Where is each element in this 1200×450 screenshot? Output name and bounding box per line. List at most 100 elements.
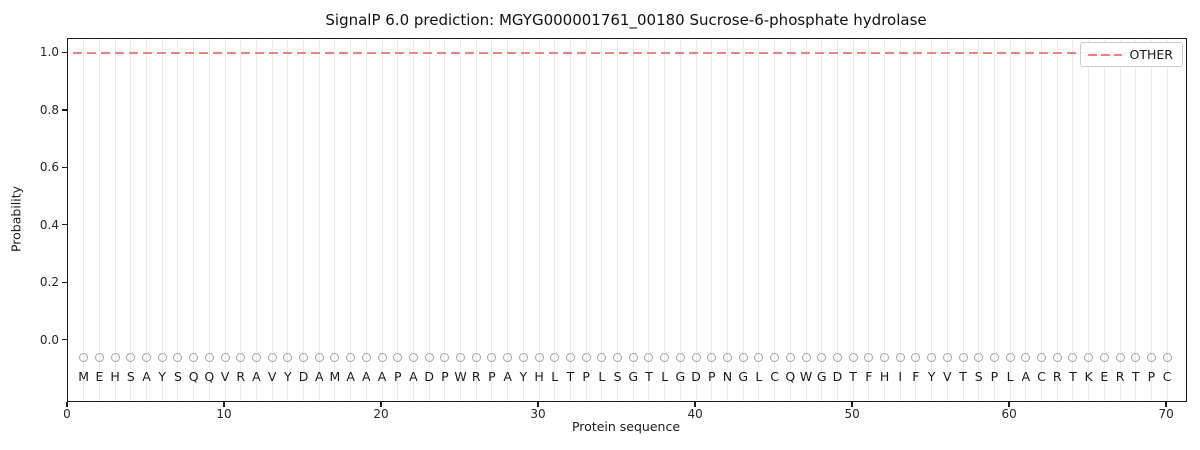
residue-marker	[267, 353, 277, 363]
residue-gridline	[884, 39, 886, 401]
residue-marker	[377, 353, 387, 363]
residue-marker	[94, 353, 104, 363]
residue-marker	[738, 353, 748, 363]
residue-marker	[299, 353, 309, 363]
residue-gridline	[836, 39, 838, 401]
residue-gridline	[742, 39, 744, 401]
residue-marker	[361, 353, 371, 363]
residue-marker	[895, 353, 905, 363]
residue-letter: C	[770, 368, 779, 384]
residue-marker	[220, 353, 230, 363]
residue-gridline	[538, 39, 540, 401]
residue-letter: H	[879, 368, 890, 384]
residue-gridline	[632, 39, 634, 401]
residue-marker	[314, 353, 324, 363]
residue-gridline	[318, 39, 320, 401]
residue-gridline	[397, 39, 399, 401]
residue-gridline	[978, 39, 980, 401]
residue-gridline	[146, 39, 147, 401]
residue-marker	[518, 353, 528, 363]
residue-gridline	[915, 39, 917, 401]
residue-gridline	[726, 39, 728, 401]
x-tick-mark	[1008, 402, 1010, 407]
residue-gridline	[758, 39, 760, 401]
residue-gridline	[789, 39, 791, 401]
residue-letter: H	[534, 368, 544, 384]
residue-gridline	[491, 39, 493, 401]
residue-marker	[644, 353, 654, 363]
residue-marker	[848, 353, 858, 363]
residue-letter: A	[142, 368, 151, 384]
residue-letter: Y	[284, 368, 292, 384]
residue-letter: M	[329, 368, 341, 384]
residue-gridline	[240, 39, 242, 401]
residue-gridline	[522, 39, 524, 401]
residue-letter: A	[503, 368, 512, 384]
residue-marker	[251, 353, 261, 363]
residue-gridline	[1009, 39, 1011, 401]
residue-gridline	[98, 39, 100, 401]
residue-marker	[189, 353, 199, 363]
residue-marker	[1131, 353, 1141, 363]
residue-gridline	[350, 39, 352, 401]
residue-gridline	[648, 39, 650, 401]
residue-letter: R	[471, 368, 481, 384]
x-tick-mark	[380, 402, 382, 407]
residue-gridline	[161, 39, 163, 401]
residue-marker	[456, 353, 466, 363]
residue-gridline	[1056, 39, 1058, 401]
residue-marker	[1052, 353, 1062, 363]
residue-gridline	[868, 39, 870, 401]
residue-letter: A	[314, 368, 324, 384]
residue-gridline	[412, 39, 414, 401]
residue-marker	[487, 353, 497, 363]
residue-marker	[157, 353, 167, 363]
residue-marker	[1146, 353, 1156, 363]
residue-letter: K	[1084, 368, 1093, 384]
x-tick-label: 60	[1001, 407, 1017, 421]
residue-letter: S	[974, 368, 983, 384]
residue-letter: G	[628, 368, 639, 384]
residue-letter: D	[691, 368, 701, 384]
chart-title: SignalP 6.0 prediction: MGYG000001761_00…	[325, 11, 927, 29]
residue-letter: P	[441, 368, 449, 384]
residue-marker	[440, 353, 450, 363]
residue-gridline	[193, 39, 195, 401]
x-tick-mark	[694, 402, 696, 407]
residue-marker	[974, 353, 984, 363]
x-tick-mark	[223, 402, 225, 407]
residue-gridline	[460, 39, 462, 401]
x-tick-mark	[537, 402, 539, 407]
residue-letter: T	[1131, 368, 1140, 384]
residue-letter: A	[346, 368, 355, 384]
y-tick-label: 1.0	[39, 45, 59, 60]
residue-letter: H	[110, 368, 120, 384]
residue-gridline	[271, 39, 273, 401]
residue-gridline	[287, 39, 289, 401]
residue-marker	[613, 353, 623, 363]
residue-marker	[126, 353, 136, 363]
residue-letter: A	[362, 368, 371, 384]
residue-letter: W	[799, 368, 813, 384]
residue-letter: L	[1006, 368, 1014, 384]
residue-gridline	[83, 39, 85, 401]
residue-letter: P	[488, 368, 496, 384]
residue-gridline	[601, 39, 603, 401]
residue-marker	[628, 353, 638, 363]
residue-letter: N	[722, 368, 733, 384]
residue-gridline	[177, 39, 179, 401]
residue-marker	[503, 353, 513, 363]
residue-marker	[142, 353, 151, 363]
residue-marker	[204, 353, 214, 363]
residue-marker	[534, 353, 544, 363]
residue-letter: V	[220, 368, 230, 384]
residue-gridline	[444, 39, 446, 401]
residue-marker	[880, 353, 890, 363]
residue-gridline	[805, 39, 807, 401]
residue-gridline	[962, 39, 964, 401]
y-tick-label: 0.4	[39, 217, 59, 232]
residue-letter: Q	[204, 368, 215, 384]
residue-marker	[581, 353, 591, 363]
legend-entry-label: OTHER	[1129, 47, 1173, 62]
residue-letter: L	[661, 368, 669, 384]
